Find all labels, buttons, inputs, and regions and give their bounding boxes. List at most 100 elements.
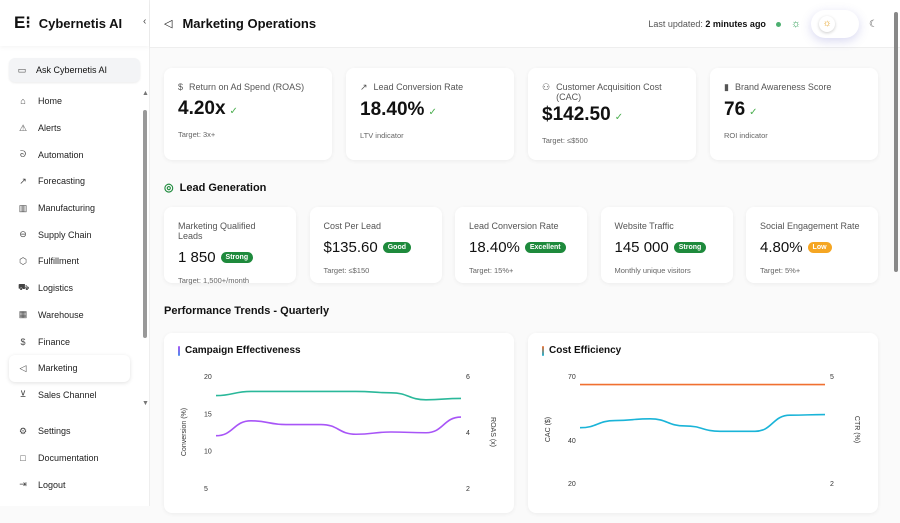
scroll-down-button[interactable]: ▼ (142, 400, 149, 407)
series-line-conversion (215, 416, 462, 437)
status-badge: Low (807, 242, 832, 253)
sidebar-item-marketing[interactable]: ◁ Marketing (9, 354, 130, 382)
brand-name: Cybernetis AI (38, 15, 123, 31)
nav-icon: ▥ (18, 202, 28, 213)
y2-tick-label: 5 (830, 374, 834, 381)
check-icon: ✓ (428, 107, 437, 118)
nav-label: Finance (38, 336, 71, 347)
sidebar-item-logout[interactable]: ⇥ Logout (0, 471, 150, 498)
status-badge: Excellent (524, 242, 566, 253)
kpi-label: Customer Acquisition Cost (CAC) (556, 82, 662, 102)
sidebar-item-alerts[interactable]: ⚠ Alerts (0, 115, 149, 142)
main-scrollbar[interactable] (894, 12, 898, 272)
sidebar-item-forecasting[interactable]: ↗ Forecasting (0, 168, 149, 195)
kpi-icon: ▮ (724, 82, 729, 92)
sidebar-scrollbar[interactable] (143, 110, 147, 338)
y-tick-label: 40 (568, 438, 576, 445)
nav-icon: ᘐ (19, 149, 27, 160)
section-lead-generation: ◎ Lead Generation (164, 181, 267, 195)
nav-label: Automation (38, 149, 84, 160)
y2-tick-label: 4 (466, 430, 470, 437)
lead-card: Website Traffic 145 000 Strong Monthly un… (600, 207, 733, 283)
nav-icon: ↗ (19, 175, 27, 186)
sidebar-item-documentation[interactable]: □ Documentation (0, 445, 150, 472)
lead-value: 4.80% (760, 239, 803, 256)
sidebar-item-warehouse[interactable]: ▦ Warehouse (0, 302, 149, 329)
chart-title: Cost Efficiency (549, 345, 622, 356)
status-badge: Good (382, 242, 412, 253)
logo-icon: E⁝ (14, 13, 31, 32)
nav-label: Forecasting (38, 176, 86, 187)
sidebar-item-manufacturing[interactable]: ▥ Manufacturing (0, 195, 149, 222)
sidebar-item-home[interactable]: ⌂ Home (0, 88, 149, 115)
kpi-value: $142.50 (542, 104, 611, 125)
y-tick-label: 10 (204, 449, 212, 456)
lead-label: Lead Conversion Rate (469, 221, 559, 231)
nav-label: Logistics (38, 283, 74, 294)
lead-label: Marketing Qualified Leads (178, 221, 256, 241)
lead-card: Lead Conversion Rate 18.40% Excellent Tar… (455, 207, 587, 283)
sidebar-item-sales-channel[interactable]: ⊻ Sales Channel (0, 382, 149, 409)
collapse-sidebar-button[interactable]: ‹ (143, 16, 147, 27)
y-axis-label: Conversion (%) (181, 408, 188, 456)
status-badge: Strong (220, 252, 254, 263)
lead-subtext: Target: 5%+ (760, 266, 801, 275)
y2-axis-label: ROAS (x) (489, 417, 496, 447)
nav-icon: ⚠ (18, 122, 28, 133)
nav-icon: ⊖ (19, 229, 27, 240)
lead-value: 18.40% (469, 239, 520, 256)
y-axis-label: CAC ($) (545, 417, 552, 442)
nav-icon: ⚙ (18, 425, 28, 436)
sun-icon: ☼ (819, 16, 836, 32)
lead-subtext: Target: 1,500+/month (178, 276, 250, 285)
kpi-label: Lead Conversion Rate (373, 82, 464, 92)
kpi-label: Brand Awareness Score (734, 82, 832, 92)
sun-icon[interactable]: ☼ (790, 18, 802, 30)
last-updated: Last updated: 2 minutes ago (648, 19, 766, 29)
lead-card: Marketing Qualified Leads 1 850 Strong Ta… (164, 207, 296, 285)
sidebar-item-fulfillment[interactable]: ⬡ Fulfillment (0, 248, 149, 275)
nav-icon: ▦ (18, 309, 28, 320)
nav-icon: ◁ (19, 362, 27, 373)
kpi-card: ▮ Brand Awareness Score 76 ✓ ROI indicator (710, 68, 878, 160)
y-tick-label: 20 (204, 374, 212, 381)
series-line-roas (215, 390, 462, 401)
sidebar-item-automation[interactable]: ᘐ Automation (0, 141, 149, 168)
nav-label: Manufacturing (38, 203, 96, 214)
kpi-icon: $ (178, 82, 184, 92)
sidebar-item-settings[interactable]: ⚙ Settings (0, 418, 150, 445)
ask-ai-button[interactable]: ▭ Ask Cybernetis AI (9, 58, 140, 82)
sidebar-item-supply-chain[interactable]: ⊖ Supply Chain (0, 221, 149, 248)
check-icon: ✓ (749, 107, 758, 118)
legend-bar (542, 345, 544, 356)
y-tick-label: 5 (204, 486, 208, 493)
nav-label: Marketing (38, 363, 78, 374)
nav-label: Logout (38, 479, 66, 490)
nav-label: Documentation (38, 453, 99, 464)
kpi-card: ↗ Lead Conversion Rate 18.40% ✓ LTV indica… (346, 68, 514, 160)
lead-label: Website Traffic (614, 221, 674, 231)
brand[interactable]: E⁝ Cybernetis AI (0, 0, 149, 46)
lead-card: Social Engagement Rate 4.80% Low Target: … (746, 207, 878, 283)
kpi-card: $ Return on Ad Spend (ROAS) 4.20x ✓ Target… (164, 68, 332, 160)
y2-tick-label: 2 (830, 481, 834, 488)
y2-tick-label: 2 (466, 486, 470, 493)
lead-subtext: Target: ≤$150 (323, 266, 370, 275)
section-performance-trends: Performance Trends - Quarterly (164, 305, 330, 317)
theme-toggle[interactable]: ☼ (811, 10, 860, 38)
megaphone-icon: ◁ (164, 18, 173, 30)
nav-icon: ⌂ (20, 96, 26, 107)
scroll-up-button[interactable]: ▲ (142, 90, 149, 97)
kpi-icon: ⚇ (542, 82, 551, 92)
target-icon: ◎ (164, 182, 174, 194)
kpi-subtext: Target: ≤$500 (542, 136, 588, 145)
sidebar-item-finance[interactable]: $ Finance (0, 328, 149, 355)
sidebar-item-logistics[interactable]: ⛟ Logistics (0, 275, 149, 302)
status-dot (775, 21, 781, 27)
moon-icon[interactable]: ☾ (869, 18, 878, 30)
nav-icon: □ (20, 453, 26, 464)
nav-label: Alerts (38, 123, 62, 134)
y2-axis-label: CTR (%) (853, 416, 860, 443)
chart-title: Campaign Effectiveness (185, 345, 301, 356)
kpi-subtext: Target: 3x+ (178, 130, 216, 139)
